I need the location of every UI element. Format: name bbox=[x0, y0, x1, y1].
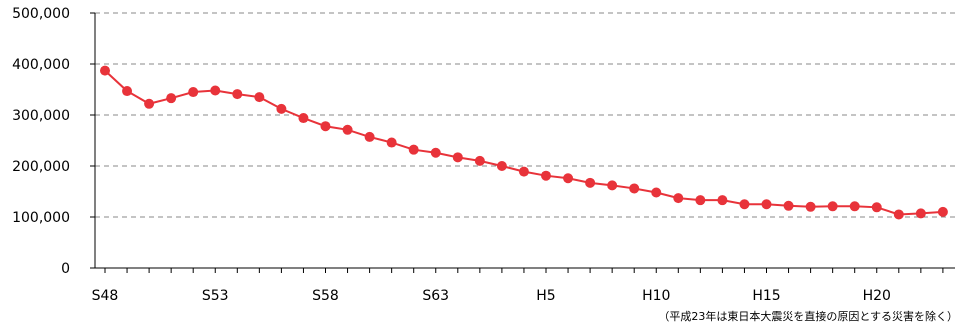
data-point bbox=[210, 85, 221, 96]
data-point bbox=[893, 209, 904, 220]
data-point bbox=[849, 201, 860, 212]
data-point bbox=[496, 161, 507, 171]
x-tick-label: S48 bbox=[92, 288, 119, 304]
data-point bbox=[761, 199, 772, 210]
data-point bbox=[122, 86, 133, 97]
y-tick-label: 0 bbox=[61, 261, 70, 277]
x-tick-label: S53 bbox=[202, 288, 229, 304]
data-point bbox=[717, 195, 728, 206]
chart-annotation: （平成23年は東日本大震災を直接の原因とする災害を除く） bbox=[658, 309, 958, 323]
data-point bbox=[408, 144, 419, 155]
data-point bbox=[937, 206, 948, 217]
data-point bbox=[342, 124, 353, 135]
data-point bbox=[386, 137, 397, 148]
data-point bbox=[298, 113, 309, 124]
x-tick-label: H20 bbox=[863, 288, 891, 304]
data-point bbox=[320, 121, 331, 132]
x-tick-label: H5 bbox=[536, 288, 555, 304]
x-tick-labels: S48 S53 S58 S63 H5 H10 H15 H20 bbox=[92, 288, 891, 304]
data-point bbox=[166, 93, 177, 104]
x-tick-label: H10 bbox=[642, 288, 670, 304]
grid-lines bbox=[95, 12, 955, 218]
data-point bbox=[188, 87, 199, 98]
data-point bbox=[915, 208, 926, 219]
x-tick-label: S58 bbox=[312, 288, 339, 304]
data-point bbox=[827, 201, 838, 212]
data-point bbox=[100, 65, 110, 76]
data-point bbox=[629, 183, 640, 194]
data-point bbox=[254, 92, 265, 103]
data-point bbox=[607, 180, 618, 191]
data-point bbox=[430, 147, 441, 158]
x-tick-label: H15 bbox=[752, 288, 780, 304]
data-point bbox=[783, 200, 794, 211]
data-point bbox=[232, 89, 243, 100]
y-tick-label: 400,000 bbox=[12, 57, 70, 73]
y-tick-label: 500,000 bbox=[12, 6, 70, 22]
data-point bbox=[541, 170, 551, 181]
axes bbox=[90, 12, 955, 273]
y-tick-label: 100,000 bbox=[12, 210, 70, 226]
data-point bbox=[739, 199, 750, 210]
data-point bbox=[364, 131, 375, 142]
data-point bbox=[452, 152, 463, 163]
data-point bbox=[276, 103, 287, 114]
y-tick-label: 200,000 bbox=[12, 159, 70, 175]
series-line bbox=[104, 69, 943, 216]
data-point bbox=[585, 177, 596, 188]
series-group bbox=[100, 65, 948, 220]
data-point bbox=[518, 166, 529, 177]
data-point bbox=[805, 201, 816, 212]
data-point bbox=[695, 195, 706, 206]
y-tick-label: 300,000 bbox=[12, 108, 70, 124]
data-point bbox=[871, 202, 882, 213]
data-point bbox=[651, 187, 662, 198]
data-point bbox=[673, 193, 684, 204]
x-tick-label: S63 bbox=[422, 288, 449, 304]
data-point bbox=[144, 98, 155, 109]
data-point bbox=[474, 155, 485, 166]
data-point bbox=[563, 173, 574, 184]
y-tick-labels: 0 100,000 200,000 300,000 400,000 500,000 bbox=[12, 6, 70, 277]
